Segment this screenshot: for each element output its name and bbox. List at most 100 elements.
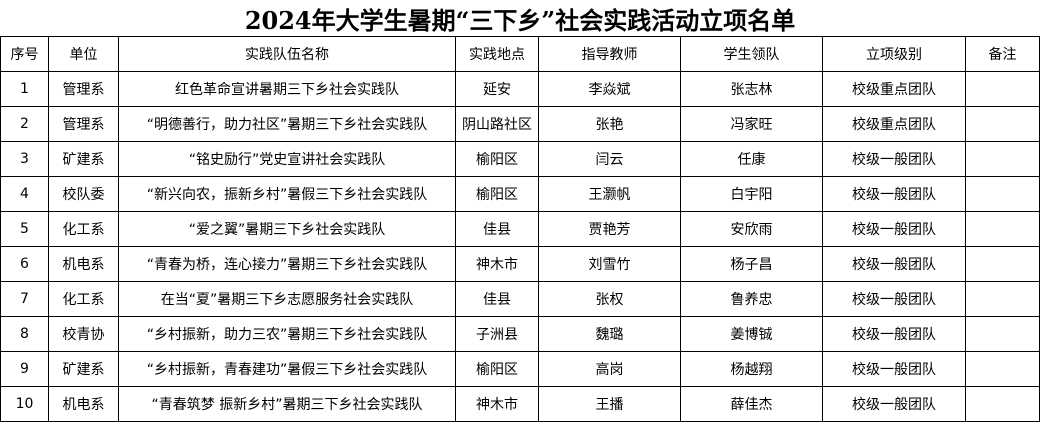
cell-advisor: 闫云 — [538, 141, 681, 177]
cell-advisor: 张权 — [538, 281, 681, 317]
cell-team-name: “明德善行，助力社区”暑期三下乡社会实践队 — [118, 106, 456, 142]
cell-advisor: 贾艳芳 — [538, 211, 681, 247]
cell-student-leader: 杨越翔 — [680, 351, 823, 387]
cell-remarks — [964, 106, 1040, 142]
cell-remarks — [964, 246, 1040, 282]
cell-advisor: 刘雪竹 — [538, 246, 681, 282]
header-team-name: 实践队伍名称 — [118, 36, 456, 72]
cell-location: 榆阳区 — [455, 176, 539, 212]
cell-student-leader: 姜博铖 — [680, 316, 823, 352]
cell-level: 校级重点团队 — [822, 71, 966, 107]
cell-student-leader: 杨子昌 — [680, 246, 823, 282]
cell-remarks — [964, 281, 1040, 317]
cell-level: 校级一般团队 — [822, 211, 966, 247]
cell-location: 神木市 — [455, 386, 539, 422]
cell-advisor: 高岗 — [538, 351, 681, 387]
cell-index: 8 — [0, 316, 49, 352]
header-row: 序号 单位 实践队伍名称 实践地点 指导教师 学生领队 立项级别 备注 — [0, 36, 1040, 72]
cell-unit: 校队委 — [48, 176, 119, 212]
cell-advisor: 王灏帆 — [538, 176, 681, 212]
cell-team-name: “青春为桥，连心接力”暑期三下乡社会实践队 — [118, 246, 456, 282]
cell-index: 6 — [0, 246, 49, 282]
cell-remarks — [964, 141, 1040, 177]
cell-team-name: “乡村振新，青春建功”暑假三下乡社会实践队 — [118, 351, 456, 387]
header-advisor: 指导教师 — [538, 36, 681, 72]
cell-advisor: 张艳 — [538, 106, 681, 142]
cell-level: 校级一般团队 — [822, 141, 966, 177]
cell-level: 校级一般团队 — [822, 281, 966, 317]
cell-student-leader: 冯家旺 — [680, 106, 823, 142]
cell-index: 10 — [0, 386, 49, 422]
cell-location: 佳县 — [455, 281, 539, 317]
cell-remarks — [964, 351, 1040, 387]
cell-unit: 管理系 — [48, 71, 119, 107]
cell-index: 3 — [0, 141, 49, 177]
cell-unit: 管理系 — [48, 106, 119, 142]
cell-level: 校级一般团队 — [822, 316, 966, 352]
table-row: 2 管理系 “明德善行，助力社区”暑期三下乡社会实践队 阴山路社区 张艳 冯家旺 校级重点团… — [0, 106, 1040, 142]
table-row: 6 机电系 “青春为桥，连心接力”暑期三下乡社会实践队 神木市 刘雪竹 杨子昌 校级一般团队 — [0, 246, 1040, 282]
cell-location: 榆阳区 — [455, 351, 539, 387]
cell-unit: 机电系 — [48, 386, 119, 422]
cell-student-leader: 薛佳杰 — [680, 386, 823, 422]
cell-level: 校级重点团队 — [822, 106, 966, 142]
cell-level: 校级一般团队 — [822, 386, 966, 422]
cell-team-name: “乡村振新，助力三农”暑期三下乡社会实践队 — [118, 316, 456, 352]
cell-student-leader: 任康 — [680, 141, 823, 177]
table-row: 3 矿建系 “铭史励行”党史宣讲社会实践队 榆阳区 闫云 任康 校级一般团队 — [0, 141, 1040, 177]
table-row: 4 校队委 “新兴向农，振新乡村”暑假三下乡社会实践队 榆阳区 王灏帆 白宇阳 校级一般团队 — [0, 176, 1040, 212]
cell-level: 校级一般团队 — [822, 176, 966, 212]
cell-index: 7 — [0, 281, 49, 317]
table-row: 7 化工系 在当“夏”暑期三下乡志愿服务社会实践队 佳县 张权 鲁养忠 校级一般团队 — [0, 281, 1040, 317]
cell-student-leader: 安欣雨 — [680, 211, 823, 247]
cell-location: 延安 — [455, 71, 539, 107]
cell-index: 1 — [0, 71, 49, 107]
cell-team-name: “爱之翼”暑期三下乡社会实践队 — [118, 211, 456, 247]
header-unit: 单位 — [48, 36, 119, 72]
cell-team-name: “铭史励行”党史宣讲社会实践队 — [118, 141, 456, 177]
cell-team-name: 红色革命宣讲暑期三下乡社会实践队 — [118, 71, 456, 107]
table-row: 10 机电系 “青春筑梦 振新乡村”暑期三下乡社会实践队 神木市 王播 薛佳杰 校级一般团队 — [0, 386, 1040, 422]
header-level: 立项级别 — [822, 36, 966, 72]
cell-unit: 化工系 — [48, 211, 119, 247]
cell-location: 神木市 — [455, 246, 539, 282]
cell-remarks — [964, 386, 1040, 422]
header-index: 序号 — [0, 36, 49, 72]
cell-unit: 机电系 — [48, 246, 119, 282]
cell-location: 榆阳区 — [455, 141, 539, 177]
cell-unit: 校青协 — [48, 316, 119, 352]
cell-location: 佳县 — [455, 211, 539, 247]
cell-remarks — [964, 316, 1040, 352]
cell-team-name: “青春筑梦 振新乡村”暑期三下乡社会实践队 — [118, 386, 456, 422]
cell-level: 校级一般团队 — [822, 351, 966, 387]
cell-advisor: 李焱斌 — [538, 71, 681, 107]
table-row: 1 管理系 红色革命宣讲暑期三下乡社会实践队 延安 李焱斌 张志林 校级重点团队 — [0, 71, 1040, 107]
cell-team-name: “新兴向农，振新乡村”暑假三下乡社会实践队 — [118, 176, 456, 212]
cell-index: 4 — [0, 176, 49, 212]
cell-advisor: 魏璐 — [538, 316, 681, 352]
page-title: 2024年大学生暑期“三下乡”社会实践活动立项名单 — [0, 0, 1040, 37]
table-row: 5 化工系 “爱之翼”暑期三下乡社会实践队 佳县 贾艳芳 安欣雨 校级一般团队 — [0, 211, 1040, 247]
header-student-leader: 学生领队 — [680, 36, 823, 72]
cell-remarks — [964, 176, 1040, 212]
table-row: 9 矿建系 “乡村振新，青春建功”暑假三下乡社会实践队 榆阳区 高岗 杨越翔 校级一般团队 — [0, 351, 1040, 387]
project-list-table: 2024年大学生暑期“三下乡”社会实践活动立项名单 序号 单位 实践队伍名称 实践地点… — [0, 0, 1040, 422]
cell-index: 5 — [0, 211, 49, 247]
cell-unit: 矿建系 — [48, 351, 119, 387]
cell-unit: 矿建系 — [48, 141, 119, 177]
cell-advisor: 王播 — [538, 386, 681, 422]
cell-index: 9 — [0, 351, 49, 387]
header-location: 实践地点 — [455, 36, 539, 72]
cell-student-leader: 鲁养忠 — [680, 281, 823, 317]
cell-location: 阴山路社区 — [455, 106, 539, 142]
header-remarks: 备注 — [964, 36, 1040, 72]
cell-level: 校级一般团队 — [822, 246, 966, 282]
cell-remarks — [964, 211, 1040, 247]
cell-student-leader: 张志林 — [680, 71, 823, 107]
cell-student-leader: 白宇阳 — [680, 176, 823, 212]
cell-index: 2 — [0, 106, 49, 142]
cell-remarks — [964, 71, 1040, 107]
table-row: 8 校青协 “乡村振新，助力三农”暑期三下乡社会实践队 子洲县 魏璐 姜博铖 校级一般团队 — [0, 316, 1040, 352]
cell-unit: 化工系 — [48, 281, 119, 317]
cell-location: 子洲县 — [455, 316, 539, 352]
